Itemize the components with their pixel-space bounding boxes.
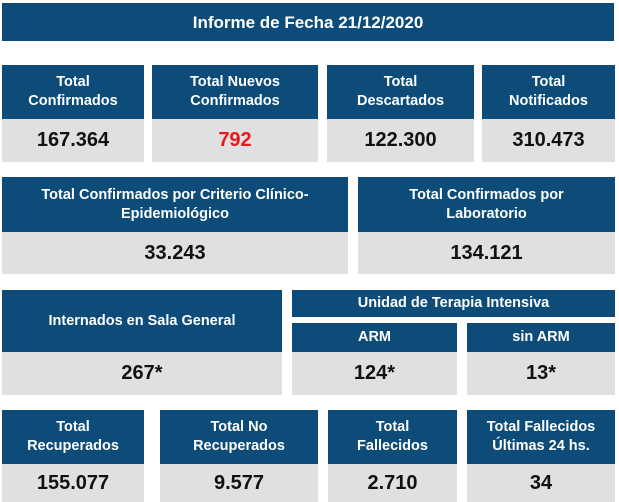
arm-label: ARM	[292, 323, 457, 352]
arm-value: 124*	[292, 352, 457, 395]
sala-general-label: Internados en Sala General	[2, 290, 282, 352]
total-nuevos-confirmados-label: Total Nuevos Confirmados	[152, 65, 318, 119]
total-notificados-label: Total Notificados	[482, 65, 615, 119]
fallecidos-ultimas-24hs-label: Total Fallecidos Últimas 24 hs.	[467, 410, 615, 464]
total-nuevos-confirmados-value: 792	[152, 119, 318, 162]
sala-general-value: 267*	[2, 352, 282, 395]
confirmados-criterio-clinico-value: 33.243	[2, 232, 348, 274]
total-notificados-value: 310.473	[482, 119, 615, 162]
total-descartados-value: 122.300	[327, 119, 474, 162]
total-fallecidos-value: 2.710	[328, 464, 457, 502]
total-recuperados-label: Total Recuperados	[2, 410, 144, 464]
confirmados-laboratorio-value: 134.121	[358, 232, 615, 274]
total-fallecidos-label: Total Fallecidos	[328, 410, 457, 464]
uti-label: Unidad de Terapia Intensiva	[292, 290, 615, 317]
report-title: Informe de Fecha 21/12/2020	[2, 3, 614, 41]
confirmados-laboratorio-label: Total Confirmados por Laboratorio	[358, 177, 615, 232]
total-no-recuperados-value: 9.577	[160, 464, 318, 502]
total-descartados-label: Total Descartados	[327, 65, 474, 119]
sin-arm-value: 13*	[467, 352, 615, 395]
sin-arm-label: sin ARM	[467, 323, 615, 352]
fallecidos-ultimas-24hs-value: 34	[467, 464, 615, 502]
total-recuperados-value: 155.077	[2, 464, 144, 502]
total-no-recuperados-label: Total No Recuperados	[160, 410, 318, 464]
total-confirmados-label: Total Confirmados	[2, 65, 144, 119]
confirmados-criterio-clinico-label: Total Confirmados por Criterio Clínico- …	[2, 177, 348, 232]
total-confirmados-value: 167.364	[2, 119, 144, 162]
